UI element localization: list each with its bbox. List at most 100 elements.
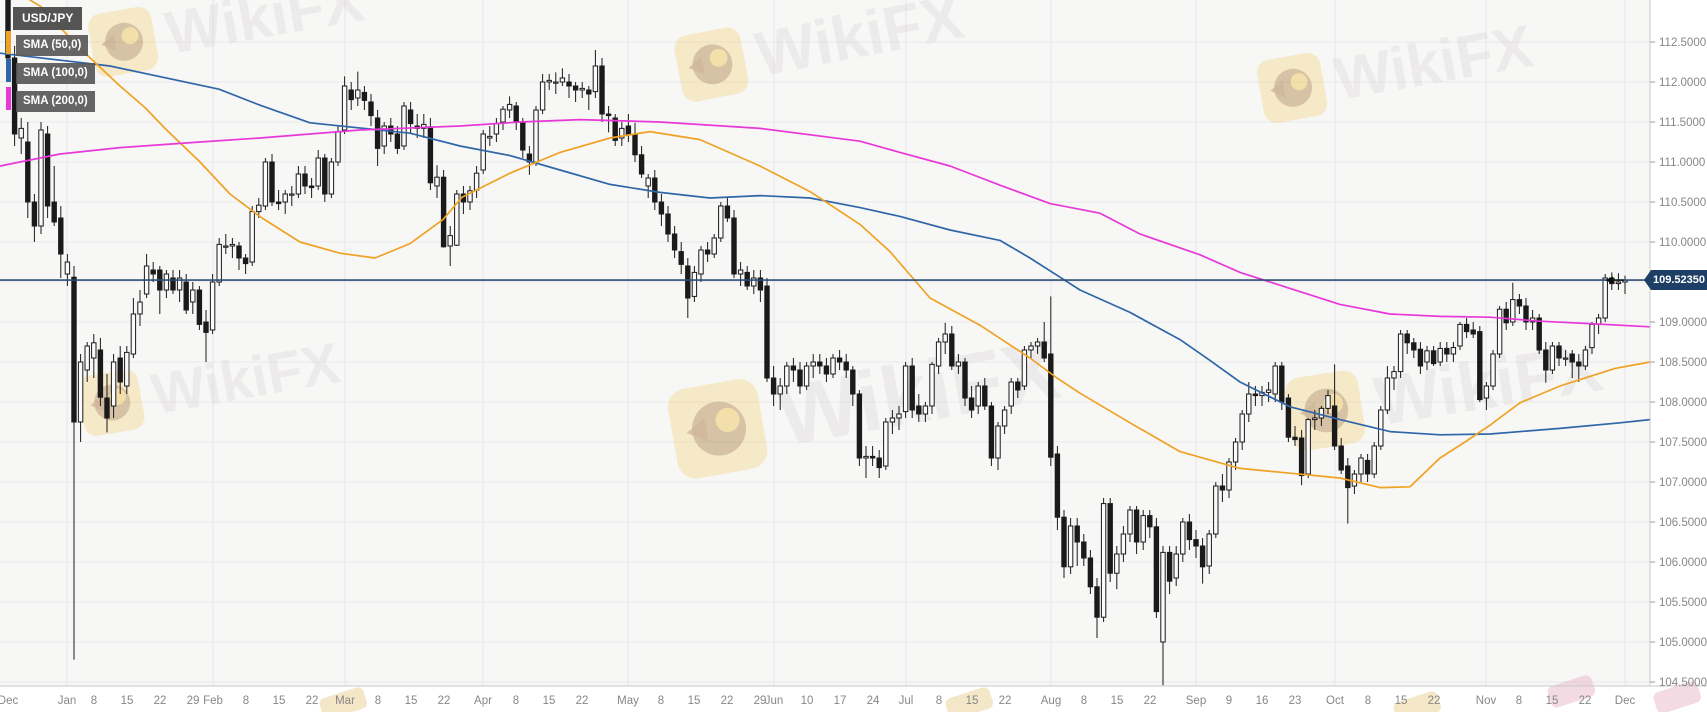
x-axis-label: Apr [474,695,492,707]
candle-body [322,157,328,195]
candle-body [691,271,698,297]
candle-body [1312,417,1318,421]
candle-body [817,361,823,367]
x-axis-label: 9 [1226,695,1232,707]
candle-body [1331,405,1338,447]
x-axis-label: 8 [1516,695,1522,707]
candle-body [388,125,394,135]
candle-body [810,361,816,367]
candle-body [1391,371,1397,379]
candle-body [335,131,341,163]
x-axis-label: 22 [576,695,589,707]
candle-body [1549,345,1556,371]
candle-body [394,133,401,149]
candle-body [104,397,110,419]
x-axis-label: 22 [438,695,451,707]
candle-body [790,365,797,371]
wikifx-logo-icon [1285,370,1366,451]
y-axis-label: 107.0000 [1659,477,1707,489]
x-axis-label: 22 [1579,695,1592,707]
candle-body [91,342,97,359]
candle-body [381,125,387,147]
candle-body [1430,350,1437,365]
legend-row-symbol[interactable]: USD/JPY [13,7,83,30]
candle-body [513,105,519,123]
candle-body [605,113,612,117]
candle-body [1285,397,1292,438]
x-axis-label: Jan [58,695,77,707]
candle-body [1404,333,1410,344]
sma50-label: SMA (50,0) [16,35,89,56]
x-axis-label: Oct [1326,695,1345,707]
candle-body [572,85,579,91]
y-axis-label: 106.5000 [1659,517,1707,529]
legend-row-sma100[interactable]: SMA (100,0) [6,59,95,84]
candle-body [427,126,434,184]
watermark-fragment [1653,681,1701,712]
candle-body [1358,457,1364,475]
candle-body [71,276,77,423]
candle-body [770,377,777,395]
candle-body [645,177,651,187]
last-price-marker [1605,276,1624,284]
candle-body [480,133,486,171]
y-axis-label: 110.0000 [1659,237,1706,249]
legend-row-sma200[interactable]: SMA (200,0) [6,87,95,112]
sma50-color-key [6,31,11,54]
candle-body [988,405,995,459]
candle-body [1008,381,1014,407]
candle-body [1140,515,1146,543]
candle-body [711,237,717,255]
candle-body [124,351,130,387]
x-axis-label: 8 [91,695,97,707]
candle-body [150,269,156,275]
candle-body [916,405,922,415]
x-axis-label: 8 [1365,695,1371,707]
candle-body [1213,485,1219,535]
candle-body [1081,541,1087,559]
symbol-badge[interactable]: USD/JPY [13,7,83,30]
candle-body [493,123,500,135]
x-axis[interactable]: Dec Jan 8 15 22 29 Feb 8 15 22 Mar 8 15 22 Apr 8 15 22 May… [0,695,1635,707]
candle-body [269,161,275,203]
x-axis-label: Dec [1615,695,1636,707]
candle-body [724,205,731,219]
candle-body [454,193,460,246]
candle-body [163,273,170,291]
candle-body [876,457,882,469]
sma200-line [0,118,1651,328]
candle-body [1615,281,1622,285]
candle-body [1246,393,1252,415]
candle-body [797,369,803,387]
candle-body [282,193,288,203]
x-axis-label: 29 [187,695,200,707]
candle-body [579,87,585,91]
wikifx-logo-icon [88,6,159,77]
x-axis-label: 15 [121,695,134,707]
y-axis-label: 108.5000 [1659,357,1707,369]
candle-body [447,235,453,247]
candles-layer [5,0,1628,686]
candle-body [1173,553,1179,579]
y-axis[interactable]: 112.5000 112.0000 111.5000 111.0000 110.5000… [1650,37,1707,689]
candle-body [1364,459,1371,475]
candle-body [935,341,942,367]
candle-body [638,154,645,175]
candle-body [909,365,915,411]
candle-body [764,285,770,379]
plot-background [0,0,1650,686]
candle-body [1510,299,1516,323]
candle-body [1292,436,1298,441]
candle-body [1378,409,1384,447]
candle-body [1041,341,1047,359]
candle-body [1298,437,1305,477]
candle-body [1001,409,1008,427]
candle-body [1496,308,1503,355]
candle-body [1516,299,1523,307]
candle-body [737,269,744,275]
candle-body [777,385,783,395]
candle-body [117,357,123,383]
legend-row-sma50[interactable]: SMA (50,0) [6,31,89,56]
y-axis-label: 105.5000 [1659,597,1707,609]
